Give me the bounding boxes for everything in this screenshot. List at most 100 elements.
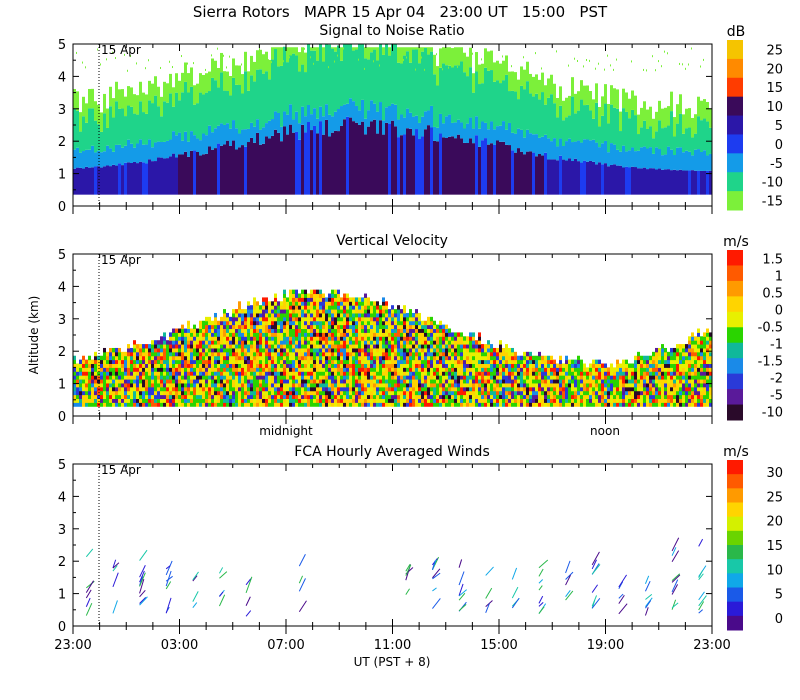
snr-cell — [187, 62, 188, 65]
velocity-cell — [184, 367, 187, 372]
velocity-cell — [445, 340, 448, 345]
velocity-cell — [409, 379, 412, 384]
snr-cell — [283, 46, 286, 112]
velocity-cell — [247, 359, 250, 365]
velocity-cell — [253, 394, 256, 400]
velocity-cell — [307, 344, 310, 349]
velocity-cell — [577, 390, 580, 396]
velocity-cell — [538, 379, 541, 384]
velocity-cell — [226, 336, 229, 341]
velocity-cell — [337, 386, 340, 392]
velocity-cell — [379, 332, 382, 337]
velocity-cell — [574, 394, 577, 400]
velocity-cell — [508, 402, 511, 407]
velocity-cell — [403, 375, 406, 380]
velocity-cell — [85, 390, 88, 396]
velocity-cell — [280, 332, 283, 337]
snr-cell — [139, 101, 142, 140]
velocity-cell — [565, 390, 568, 396]
velocity-cell — [268, 375, 271, 380]
velocity-cell — [322, 309, 325, 314]
velocity-cell — [160, 351, 163, 357]
velocity-cell — [172, 382, 175, 388]
velocity-cell — [547, 386, 550, 392]
snr-cell — [514, 152, 517, 195]
velocity-cell — [391, 305, 394, 310]
velocity-cell — [427, 340, 430, 345]
velocity-cell — [349, 312, 352, 318]
velocity-cell — [391, 351, 394, 357]
velocity-cell — [253, 332, 256, 337]
velocity-cell — [544, 379, 547, 384]
velocity-cell — [352, 347, 355, 353]
velocity-cell — [667, 359, 670, 365]
velocity-cell — [253, 402, 256, 407]
velocity-cell — [403, 340, 406, 345]
velocity-cell — [214, 324, 217, 330]
velocity-cell — [490, 390, 493, 396]
snr-cell — [154, 95, 157, 143]
velocity-cell — [454, 371, 457, 376]
velocity-cell — [211, 379, 214, 384]
velocity-cell — [115, 402, 118, 407]
velocity-cell — [274, 359, 277, 365]
velocity-cell — [490, 379, 493, 384]
snr-cell — [145, 94, 148, 114]
velocity-cell — [220, 359, 223, 365]
velocity-cell — [370, 328, 373, 333]
velocity-cell — [289, 355, 292, 361]
velocity-cell — [301, 379, 304, 384]
velocity-cell — [217, 332, 220, 337]
velocity-cell — [346, 359, 349, 365]
velocity-cell — [484, 363, 487, 368]
velocity-cell — [331, 351, 334, 357]
velocity-cell — [640, 394, 643, 400]
velocity-cell — [454, 379, 457, 384]
velocity-cell — [376, 301, 379, 306]
velocity-cell — [364, 309, 367, 314]
velocity-cell — [562, 382, 565, 388]
velocity-cell — [466, 382, 469, 388]
velocity-cell — [187, 398, 190, 403]
velocity-cell — [253, 382, 256, 388]
velocity-cell — [607, 398, 610, 403]
snr-cell — [343, 44, 346, 105]
velocity-cell — [241, 382, 244, 388]
velocity-cell — [244, 363, 247, 368]
velocity-cell — [580, 390, 583, 396]
snr-cell — [694, 133, 697, 150]
snr-cell — [445, 47, 448, 66]
velocity-cell — [400, 402, 403, 407]
velocity-cell — [343, 344, 346, 349]
velocity-cell — [364, 297, 367, 302]
snr-cell — [469, 67, 472, 118]
velocity-cell — [436, 402, 439, 407]
velocity-cell — [478, 347, 481, 353]
snr-cell — [259, 129, 262, 145]
snr-cell — [610, 164, 613, 195]
snr-cell — [460, 138, 463, 195]
snr-cell — [526, 151, 529, 195]
velocity-cell — [538, 355, 541, 361]
velocity-cell — [295, 340, 298, 345]
velocity-cell — [319, 382, 322, 388]
velocity-cell — [211, 355, 214, 361]
velocity-cell — [169, 402, 172, 407]
velocity-cell — [313, 328, 316, 333]
velocity-cell — [313, 367, 316, 372]
velocity-cell — [589, 379, 592, 384]
velocity-cell — [415, 336, 418, 341]
velocity-cell — [316, 402, 319, 407]
velocity-cell — [367, 359, 370, 365]
velocity-cell — [256, 394, 259, 400]
velocity-cell — [229, 347, 232, 353]
velocity-cell — [310, 289, 313, 295]
velocity-cell — [184, 394, 187, 400]
velocity-cell — [112, 379, 115, 384]
velocity-cell — [295, 309, 298, 314]
velocity-cell — [130, 390, 133, 396]
velocity-cell — [358, 309, 361, 314]
velocity-cell — [244, 328, 247, 333]
velocity-cell — [418, 367, 421, 372]
snr-cell — [424, 47, 427, 49]
